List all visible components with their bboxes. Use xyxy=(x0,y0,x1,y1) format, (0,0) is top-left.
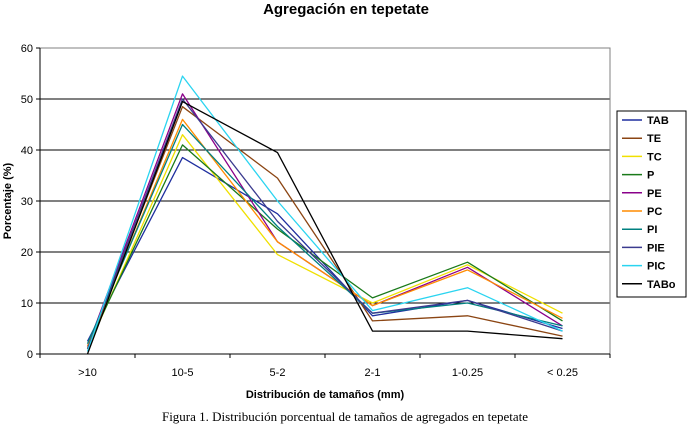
y-tick-labels: 0 10 20 30 40 50 60 xyxy=(21,43,33,361)
legend-label-tab: TAB xyxy=(647,115,669,127)
x-tick-label: 2-1 xyxy=(365,367,381,379)
legend-label-te: TE xyxy=(647,133,661,145)
legend-label-pie: PIE xyxy=(647,242,665,254)
gridlines xyxy=(40,98,610,304)
legend-label-pe: PE xyxy=(647,188,662,200)
y-tick-label: 0 xyxy=(27,349,33,361)
x-tick-label: 10-5 xyxy=(171,367,193,379)
axes xyxy=(36,47,611,358)
figure-caption: Figura 1. Distribución porcentual de tam… xyxy=(162,409,528,424)
y-tick-label: 60 xyxy=(21,43,33,55)
legend-label-pi: PI xyxy=(647,224,657,236)
x-tick-label: < 0.25 xyxy=(547,367,578,379)
chart-title: Agregación en tepetate xyxy=(263,1,429,18)
series-line-p xyxy=(86,144,563,347)
series-line-pic xyxy=(86,75,563,352)
legend: TAB TE TC P PE PC PI PIE PIC TABo xyxy=(616,110,687,298)
series-line-pie xyxy=(86,98,563,350)
y-tick-label: 40 xyxy=(21,145,33,157)
series-line-te xyxy=(86,106,563,350)
x-tick-label: 1-0.25 xyxy=(452,367,483,379)
y-tick-label: 20 xyxy=(21,247,33,259)
legend-label-tabo: TABo xyxy=(647,279,676,291)
series-lines xyxy=(86,75,563,355)
legend-label-pic: PIC xyxy=(647,261,665,273)
y-tick-label: 50 xyxy=(21,94,33,106)
x-tick-labels: >10 10-5 5-2 2-1 1-0.25 < 0.25 xyxy=(78,367,578,379)
y-axis-title: Porcentaje (%) xyxy=(2,162,14,239)
series-line-pi xyxy=(86,123,563,345)
x-tick-label: >10 xyxy=(78,367,97,379)
series-line-tabo xyxy=(86,100,563,355)
series-line-tc xyxy=(86,134,563,350)
legend-label-p: P xyxy=(647,170,654,182)
legend-label-pc: PC xyxy=(647,206,662,218)
x-axis-title: Distribución de tamaños (mm) xyxy=(246,389,405,401)
series-line-pc xyxy=(86,118,563,347)
y-tick-label: 30 xyxy=(21,196,33,208)
legend-label-tc: TC xyxy=(647,151,662,163)
x-tick-label: 5-2 xyxy=(270,367,286,379)
y-tick-label: 10 xyxy=(21,298,33,310)
